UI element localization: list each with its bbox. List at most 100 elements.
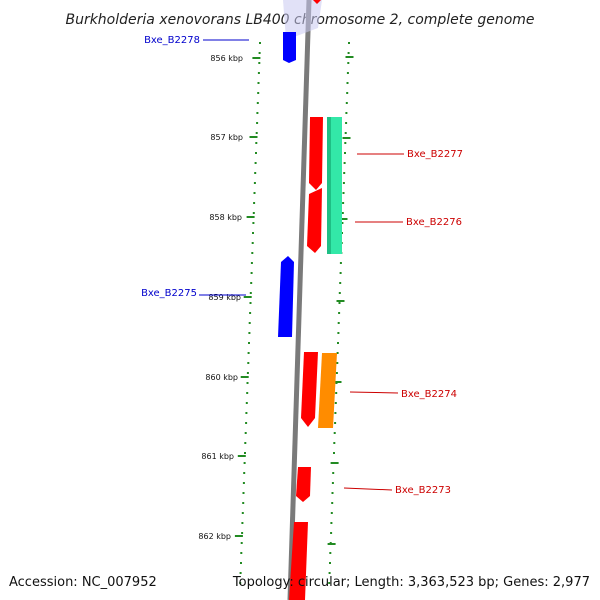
tick-label-857: 857 kbp [210, 133, 243, 142]
guide-dot-right [330, 512, 333, 514]
guide-dot-right [339, 282, 342, 284]
tick-mark-left [246, 216, 255, 218]
guide-dot-left [252, 212, 255, 214]
guide-dot-left [241, 522, 244, 524]
gene-labels: Bxe_B2278 Bxe_B2277 Bxe_B2276 Bxe_B2275 … [141, 35, 463, 496]
gene-label-bxe-b2278[interactable]: Bxe_B2278 [144, 35, 200, 46]
tick-mark-left [252, 57, 261, 59]
gene-arrow-bxe-b2274[interactable] [301, 352, 318, 427]
tick-mark-right [336, 300, 345, 302]
gene-label-bxe-b2274[interactable]: Bxe_B2274 [401, 389, 457, 400]
guide-dot-right [331, 482, 334, 484]
guide-dot-right [330, 532, 333, 534]
guide-dot-left [242, 482, 245, 484]
guide-dot-right [336, 352, 339, 354]
guide-dot-left [256, 112, 259, 114]
guide-dot-left [242, 492, 245, 494]
guide-dot-right [333, 452, 335, 454]
guide-dot-left [254, 162, 257, 164]
tick-label-856: 856 kbp [210, 54, 243, 63]
guide-dot-left [243, 472, 246, 474]
guide-dot-left [254, 172, 257, 174]
guide-dot-right [328, 572, 331, 574]
guide-dot-right [331, 492, 334, 494]
gene-arrow-bxe-b2277[interactable] [309, 117, 323, 190]
guide-dot-right [342, 192, 345, 194]
gene-label-bxe-b2273[interactable]: Bxe_B2273 [395, 485, 451, 496]
tick-mark-right [339, 218, 348, 220]
gene-block-orange[interactable] [318, 353, 337, 428]
dotted-guides [239, 42, 350, 584]
guide-dot-right [345, 112, 348, 114]
tick-mark-right [345, 56, 354, 58]
guide-dot-left [257, 72, 260, 74]
guide-dot-right [348, 42, 350, 44]
guide-dot-left [251, 252, 254, 254]
guide-dot-left [240, 562, 242, 564]
guide-dot-right [338, 292, 341, 294]
gene-arrow-bxe-b2276[interactable] [307, 188, 322, 253]
guide-dot-left [241, 512, 244, 514]
guide-dot-left [246, 372, 249, 374]
tick-mark-right [342, 137, 351, 139]
guide-dot-left [256, 102, 259, 104]
guide-dot-left [239, 582, 242, 584]
guide-dot-right [334, 402, 337, 404]
guide-dot-right [335, 392, 338, 394]
chromosome-backbone [287, 0, 312, 600]
accession-text: Accession: NC_007952 [9, 575, 157, 590]
guide-dot-right [341, 212, 344, 214]
guide-dot-left [252, 232, 254, 234]
guide-dot-right [333, 442, 336, 444]
gene-arrow-bxe-b2275[interactable] [278, 256, 294, 337]
gene-arrow-bottom[interactable] [289, 522, 308, 600]
guide-dot-right [337, 342, 339, 344]
guide-dot-left [245, 422, 248, 424]
gene-label-bxe-b2277[interactable]: Bxe_B2277 [407, 149, 463, 160]
guide-dot-left [240, 552, 243, 554]
guide-dot-right [331, 502, 334, 504]
gene-arrow-bxe-b2273[interactable] [296, 467, 311, 502]
guide-dot-right [330, 522, 333, 524]
guide-dot-left [255, 152, 257, 154]
guide-dot-left [255, 142, 258, 144]
gene-label-bxe-b2276[interactable]: Bxe_B2276 [406, 217, 462, 228]
guide-dot-left [250, 272, 253, 274]
guide-dot-left [253, 192, 256, 194]
guide-dot-left [249, 292, 252, 294]
connector-bxe-b2274 [349, 391, 399, 394]
guide-dot-left [239, 572, 242, 574]
guide-dot-right [329, 562, 331, 564]
guide-dot-right [344, 142, 347, 144]
guide-dot-left [256, 122, 259, 124]
guide-dot-left [249, 302, 252, 304]
guide-dot-left [247, 362, 250, 364]
guide-dot-left [246, 392, 249, 394]
scale-ticks: 856 kbp 857 kbp 858 kbp 859 kbp 860 kbp … [198, 54, 354, 545]
gene-arrow-bxe-b2278[interactable] [283, 32, 296, 63]
tick-mark-left [237, 455, 246, 457]
guide-dot-left [242, 502, 245, 504]
guide-dot-left [245, 402, 248, 404]
tick-mark-left [240, 376, 249, 378]
guide-dot-right [346, 92, 349, 94]
guide-dot-left [241, 532, 244, 534]
guide-dot-right [329, 552, 332, 554]
guide-dot-right [334, 412, 337, 414]
guide-dot-right [345, 102, 348, 104]
backbone-highlight [283, 0, 322, 40]
guide-dot-left [257, 92, 260, 94]
guide-dot-left [253, 202, 256, 204]
guide-dot-right [339, 272, 342, 274]
guide-dot-right [339, 262, 342, 264]
guide-dot-right [347, 52, 350, 54]
guide-dot-left [248, 332, 251, 334]
tick-label-862: 862 kbp [198, 532, 231, 541]
guide-dot-left [258, 62, 261, 64]
guide-dot-left [248, 342, 250, 344]
gene-arrow-top[interactable] [313, 0, 321, 4]
guide-dot-right [334, 422, 337, 424]
gene-label-bxe-b2275[interactable]: Bxe_B2275 [141, 288, 197, 299]
guide-dot-left [258, 52, 261, 54]
label-connectors [199, 39, 404, 491]
